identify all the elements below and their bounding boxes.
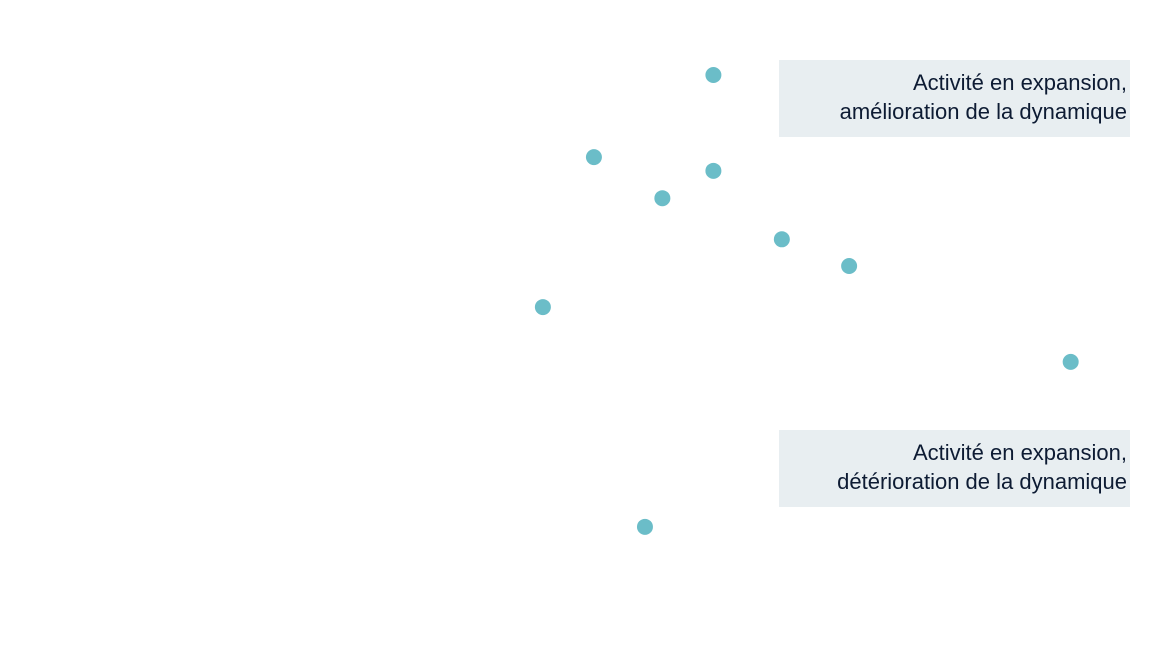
data-point-7	[1062, 353, 1079, 370]
annotation-line: Activité en expansion,	[912, 440, 1127, 465]
data-point-5	[841, 258, 858, 275]
annotation-line: Activité en expansion,	[912, 70, 1127, 95]
annotation-improving: Activité en expansion, amélioration de l…	[779, 60, 1130, 137]
annotation-line: détérioration de la dynamique	[837, 469, 1127, 494]
data-point-8	[636, 518, 653, 535]
annotation-deteriorating: Activité en expansion, détérioration de …	[779, 430, 1130, 507]
data-point-3	[654, 190, 671, 207]
data-point-2	[705, 162, 722, 179]
data-point-0	[705, 66, 722, 83]
annotation-line: amélioration de la dynamique	[839, 99, 1127, 124]
data-point-6	[534, 299, 551, 316]
data-point-1	[585, 149, 602, 166]
data-point-4	[773, 231, 790, 248]
